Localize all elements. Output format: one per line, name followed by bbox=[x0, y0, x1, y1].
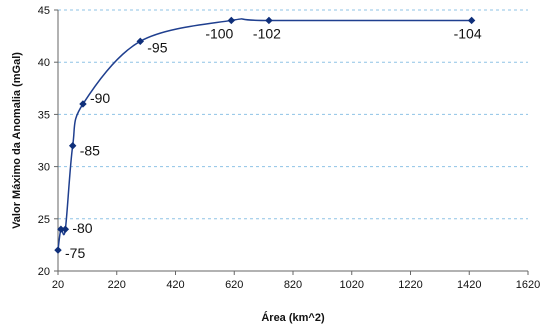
x-axis-title: Área (km^2) bbox=[261, 311, 325, 324]
series-line bbox=[57, 18, 472, 251]
x-tick-label-620: 620 bbox=[225, 279, 243, 291]
x-tick-label-20: 20 bbox=[52, 279, 64, 291]
data-label-3: -85 bbox=[80, 143, 100, 159]
y-tick-label-40: 40 bbox=[38, 57, 50, 69]
series-point-4 bbox=[79, 100, 87, 108]
data-label-2: -80 bbox=[72, 220, 92, 236]
data-label-6: -100 bbox=[205, 25, 233, 41]
series-layer bbox=[54, 16, 476, 254]
y-axis-title: Valor Máximo da Anomalia (mGal) bbox=[11, 52, 23, 229]
series-point-6 bbox=[227, 16, 236, 25]
grid-layer bbox=[58, 9, 528, 220]
x-tick-label-220: 220 bbox=[108, 279, 126, 291]
y-tick-label-35: 35 bbox=[38, 109, 50, 121]
axes-layer: 20 25 30 35 40 45 20 220 420 620 820 1020 1220 1420 16… bbox=[11, 5, 540, 324]
series-point-8 bbox=[467, 16, 476, 25]
y-tick-label-45: 45 bbox=[38, 5, 50, 17]
x-tick-label-1220: 1220 bbox=[398, 279, 422, 291]
y-tick-label-30: 30 bbox=[38, 162, 50, 174]
y-tick-label-25: 25 bbox=[38, 214, 50, 226]
data-label-8: -104 bbox=[454, 25, 482, 41]
series-point-0 bbox=[54, 246, 62, 254]
x-tick-label-1420: 1420 bbox=[457, 279, 481, 291]
data-label-4: -90 bbox=[90, 90, 110, 106]
data-label-5: -95 bbox=[147, 39, 167, 55]
series-point-5 bbox=[136, 37, 144, 46]
series-point-7 bbox=[265, 16, 273, 25]
y-tick-label-20: 20 bbox=[38, 266, 50, 278]
series-point-3 bbox=[68, 141, 77, 150]
series-point-2 bbox=[61, 225, 70, 233]
data-label-7: -102 bbox=[253, 25, 281, 41]
x-tick-label-420: 420 bbox=[166, 279, 184, 291]
x-tick-label-1020: 1020 bbox=[340, 279, 364, 291]
x-tick-label-1620: 1620 bbox=[516, 279, 540, 291]
labels-layer: -75 -80 -85 -90 -95 -100 -102 -104 bbox=[65, 25, 482, 261]
x-tick-label-820: 820 bbox=[284, 279, 302, 291]
data-label-0: -75 bbox=[65, 245, 85, 261]
